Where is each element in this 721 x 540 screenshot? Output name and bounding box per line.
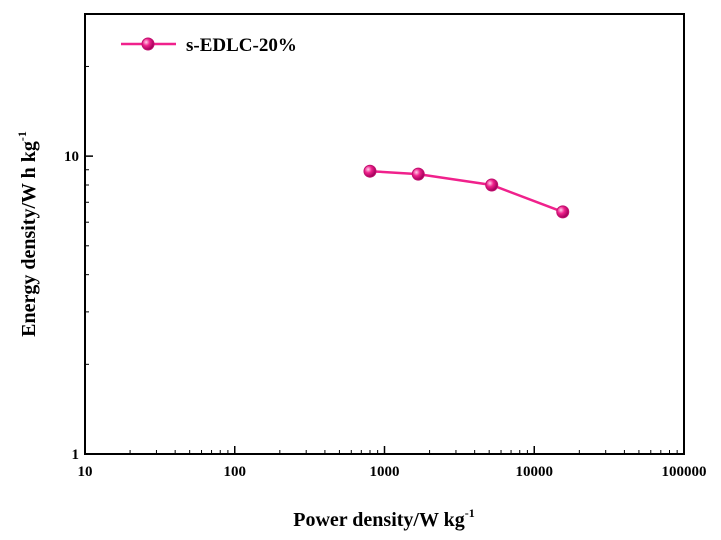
legend-marker xyxy=(141,37,155,51)
x-tick-label: 100 xyxy=(224,464,247,480)
series-line xyxy=(369,169,564,214)
y-tick-label: 1 xyxy=(72,447,80,463)
x-axis-ticks: 10 100 1000 10000 100000 xyxy=(78,446,707,480)
data-point xyxy=(556,205,570,219)
legend: s-EDLC-20% xyxy=(121,35,297,56)
x-axis-label-sup: -1 xyxy=(465,506,475,520)
x-tick-label: 10 xyxy=(78,464,93,480)
x-tick-label: 1000 xyxy=(370,464,400,480)
y-axis-label-text: Energy density/W h kg xyxy=(18,141,40,337)
x-tick-label: 10000 xyxy=(516,464,554,480)
y-axis-label-sup: -1 xyxy=(15,131,29,141)
data-point xyxy=(485,178,499,192)
y-tick-label: 10 xyxy=(64,149,79,165)
plot-area-frame xyxy=(84,13,685,455)
series-layer xyxy=(363,164,570,219)
x-axis-label: Power density/W kg-1 xyxy=(293,506,475,531)
data-point xyxy=(363,164,377,178)
data-point xyxy=(411,167,425,181)
legend-label: s-EDLC-20% xyxy=(186,35,297,56)
x-axis-label-text: Power density/W kg xyxy=(293,509,465,531)
y-axis-label: Energy density/W h kg-1 xyxy=(15,131,40,337)
y-axis-ticks: 1 10 xyxy=(64,13,93,463)
x-tick-label: 100000 xyxy=(662,464,707,480)
